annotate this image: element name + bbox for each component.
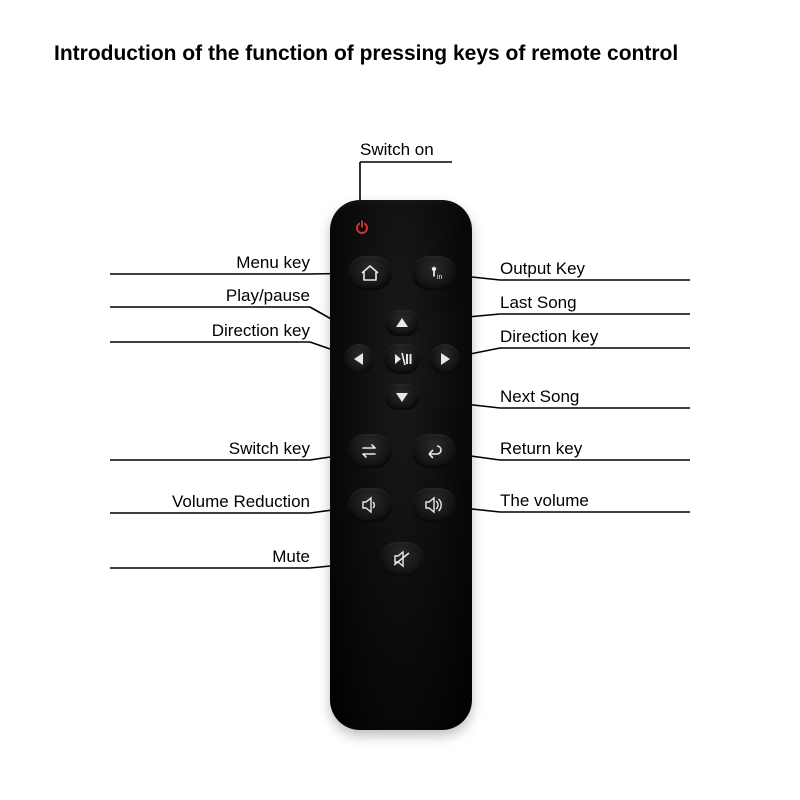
mute-button bbox=[380, 542, 424, 576]
callout-power: Switch on bbox=[360, 140, 434, 160]
play-pause-button bbox=[384, 344, 420, 374]
down-button bbox=[385, 384, 419, 410]
volume-down-button bbox=[348, 488, 392, 522]
remote-body: in bbox=[330, 200, 472, 730]
callout-mute: Mute bbox=[272, 547, 310, 567]
callout-switch: Switch key bbox=[229, 439, 310, 459]
power-icon bbox=[356, 222, 368, 234]
callout-output: Output Key bbox=[500, 259, 585, 279]
diagram-stage: in Switch on Menu key Output Key Last Song P… bbox=[0, 0, 800, 800]
callout-voldown: Volume Reduction bbox=[172, 492, 310, 512]
callout-dir-left: Direction key bbox=[212, 321, 310, 341]
svg-text:in: in bbox=[437, 274, 443, 281]
left-button bbox=[344, 344, 374, 374]
volume-up-button bbox=[412, 488, 456, 522]
right-button bbox=[430, 344, 460, 374]
callout-lastsong: Last Song bbox=[500, 293, 577, 313]
up-button bbox=[385, 310, 419, 336]
callout-return: Return key bbox=[500, 439, 582, 459]
callout-dir-right: Direction key bbox=[500, 327, 598, 347]
switch-button bbox=[348, 434, 392, 468]
callout-volup: The volume bbox=[500, 491, 589, 511]
callout-playpause: Play/pause bbox=[226, 286, 310, 306]
menu-button bbox=[348, 256, 392, 290]
output-button: in bbox=[412, 256, 456, 290]
return-button bbox=[412, 434, 456, 468]
callout-menu: Menu key bbox=[236, 253, 310, 273]
callout-nextsong: Next Song bbox=[500, 387, 579, 407]
